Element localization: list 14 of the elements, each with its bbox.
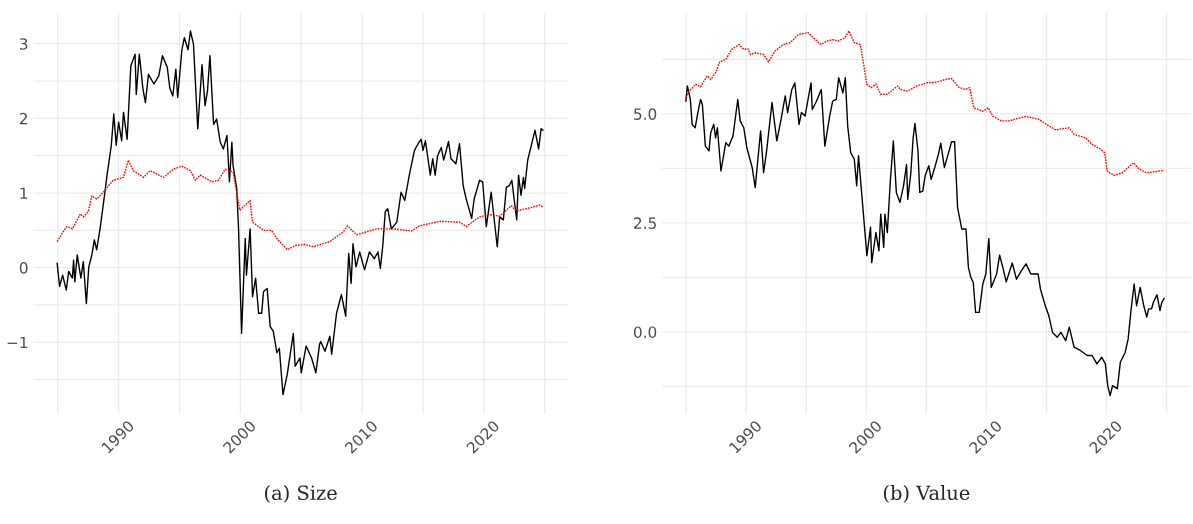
y-tick-label: −1 (7, 336, 28, 349)
y-tick-label: 0.0 (633, 326, 657, 338)
line-series (685, 30, 1165, 177)
y-tick-label: 2 (19, 112, 28, 125)
line-series (56, 30, 544, 396)
y-tick-label: 3 (19, 38, 28, 50)
y-tick-label: 2.5 (634, 217, 656, 229)
line-series (56, 159, 544, 251)
y-tick-label: 0 (19, 262, 28, 274)
y-tick-label: 1 (20, 187, 28, 199)
text: (a) Size (265, 485, 337, 503)
text: (b) Value (883, 485, 970, 503)
line-series (685, 76, 1165, 397)
y-tick-label: 5.0 (634, 108, 657, 120)
